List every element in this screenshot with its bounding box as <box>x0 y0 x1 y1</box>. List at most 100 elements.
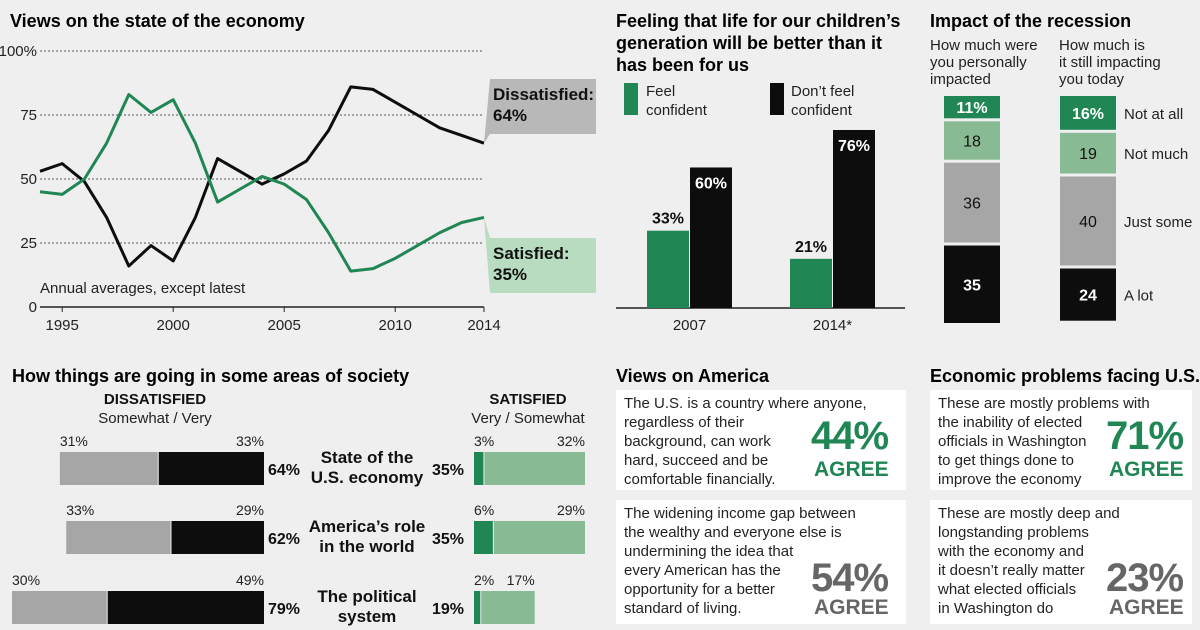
impact-segment-label: 35 <box>963 277 981 294</box>
x-tick-label: 2000 <box>157 317 190 334</box>
dissatisfied-callout-value: 64% <box>493 106 527 125</box>
y-tick-label: 0 <box>29 299 37 316</box>
bar-value-label: 33% <box>652 211 684 228</box>
satisfied-very-bar <box>474 452 484 485</box>
impact-category-label: Not at all <box>1124 106 1183 123</box>
text-line: longstanding problems <box>938 524 1089 541</box>
views-card-1-pct: 44% <box>811 414 889 458</box>
dissatisfied-very-label: 33% <box>236 433 264 449</box>
dissatisfied-somewhat-bar <box>66 521 171 554</box>
text-line: These are mostly problems with <box>938 395 1150 412</box>
dissatisfied-very-label: 29% <box>236 502 264 518</box>
views-card-2-agree: AGREE <box>814 596 889 619</box>
satisfied-somewhat-bar <box>481 591 535 624</box>
text-line: the inability of elected <box>938 414 1083 431</box>
society-chart-title: How things are going in some areas of so… <box>12 366 409 386</box>
econ-card-2-pct: 23% <box>1106 556 1184 600</box>
econ-card-1: These are mostly problems with the inabi… <box>930 390 1192 490</box>
satisfied-somewhat-label: 29% <box>557 502 585 518</box>
impact-segment <box>1060 96 1116 130</box>
x-tick-label: 1995 <box>46 317 79 334</box>
dissatisfied-very-label: 49% <box>236 572 264 588</box>
text-line: it doesn’t really matter <box>938 562 1085 579</box>
bar-value-label: 21% <box>795 239 827 256</box>
dissatisfied-very-bar <box>158 452 264 485</box>
econ-card-2-agree: AGREE <box>1109 596 1184 619</box>
dissatisfied-callout-label: Dissatisfied: <box>493 85 594 104</box>
impact-segment-label: 24 <box>1079 288 1097 305</box>
dissatisfied-somewhat-bar <box>59 452 158 485</box>
society-area-label: system <box>338 607 397 626</box>
impact-column-header: impacted <box>930 71 991 88</box>
dissatisfied-total: 64% <box>268 462 300 479</box>
text-line: officials in Washington <box>938 433 1087 450</box>
children-chart-title: Feeling that life for our children’s <box>616 11 900 31</box>
text-line: standard of living. <box>624 600 742 617</box>
impact-category-label: Just some <box>1124 214 1192 231</box>
impact-segment <box>944 162 1000 243</box>
satisfied-very-label: 3% <box>474 433 494 449</box>
satisfied-somewhat-bar <box>484 452 585 485</box>
econ-card-2: These are mostly deep and longstanding p… <box>930 500 1192 624</box>
society-area-label: America’s role <box>309 517 426 536</box>
children-chart-title: has been for us <box>616 55 749 75</box>
text-line: with the economy and <box>938 543 1084 560</box>
dissatisfied-somewhat-label: 30% <box>12 572 40 588</box>
text-line: These are mostly deep and <box>938 505 1120 522</box>
text-line: hard, succeed and be <box>624 452 769 469</box>
society-area-label: The political <box>317 587 416 606</box>
dissatisfied-somewhat-bar <box>12 591 107 624</box>
views-on-america-title: Views on America <box>616 366 770 386</box>
y-tick-label: 25 <box>20 235 37 252</box>
bar-feel-confident <box>790 258 832 308</box>
text-line: regardless of their <box>624 414 745 431</box>
impact-category-label: Not much <box>1124 146 1188 163</box>
satisfied-subheader: Very / Somewhat <box>471 410 585 427</box>
text-line: background, can work <box>624 433 771 450</box>
text-line: The widening income gap between <box>624 505 856 522</box>
text-line: opportunity for a better <box>624 581 775 598</box>
bar-feel-confident <box>647 230 689 308</box>
x-tick-label: 2014 <box>467 317 500 334</box>
satisfied-very-bar <box>474 521 493 554</box>
legend-label-dont-feel: Don’t feel <box>791 83 854 100</box>
dissatisfied-somewhat-label: 33% <box>66 502 94 518</box>
views-card-1: The U.S. is a country where anyone, rega… <box>616 390 906 490</box>
views-card-2-text: The widening income gap between the weal… <box>624 504 904 618</box>
dissatisfied-line <box>39 85 485 268</box>
satisfied-callout-value: 35% <box>493 265 527 284</box>
text-line: the wealthy and everyone else is <box>624 524 842 541</box>
econ-card-1-pct: 71% <box>1106 414 1184 458</box>
text-line: what elected officials <box>938 581 1077 598</box>
bar-category-label: 2007 <box>673 317 706 334</box>
dissatisfied-very-bar <box>107 591 265 624</box>
text-line: undermining the idea that <box>624 543 794 560</box>
economic-problems-title: Economic problems facing U.S.* <box>930 366 1200 386</box>
x-tick-label: 2010 <box>379 317 412 334</box>
impact-segment-label: 40 <box>1079 214 1097 231</box>
satisfied-somewhat-bar <box>493 521 585 554</box>
bar-dont-feel-confident <box>833 130 875 308</box>
text-line: improve the economy <box>938 471 1082 488</box>
satisfied-somewhat-label: 32% <box>557 433 585 449</box>
impact-segment <box>1060 132 1116 174</box>
legend-swatch-dont-feel <box>770 83 784 115</box>
text-line: every American has the <box>624 562 781 579</box>
bar-value-label: 76% <box>838 138 870 155</box>
satisfied-line <box>39 93 485 273</box>
satisfied-callout-label: Satisfied: <box>493 244 570 263</box>
econ-card-1-text: These are mostly problems with the inabi… <box>938 394 1192 489</box>
impact-segment-label: 19 <box>1079 146 1097 163</box>
impact-segment <box>944 121 1000 160</box>
dissatisfied-total: 79% <box>268 601 300 618</box>
impact-segment-label: 36 <box>963 196 981 213</box>
society-area-label: U.S. economy <box>311 468 424 487</box>
impact-segment-label: 16% <box>1072 106 1104 123</box>
impact-column-header: How much were <box>930 37 1038 54</box>
bar-dont-feel-confident <box>690 167 732 308</box>
impact-column-header: you personally <box>930 54 1027 71</box>
legend-label-feel: confident <box>646 102 708 119</box>
econ-card-2-text: These are mostly deep and longstanding p… <box>938 504 1192 618</box>
impact-column-header: How much is <box>1059 37 1145 54</box>
impact-column-header: it still impacting <box>1059 54 1161 71</box>
